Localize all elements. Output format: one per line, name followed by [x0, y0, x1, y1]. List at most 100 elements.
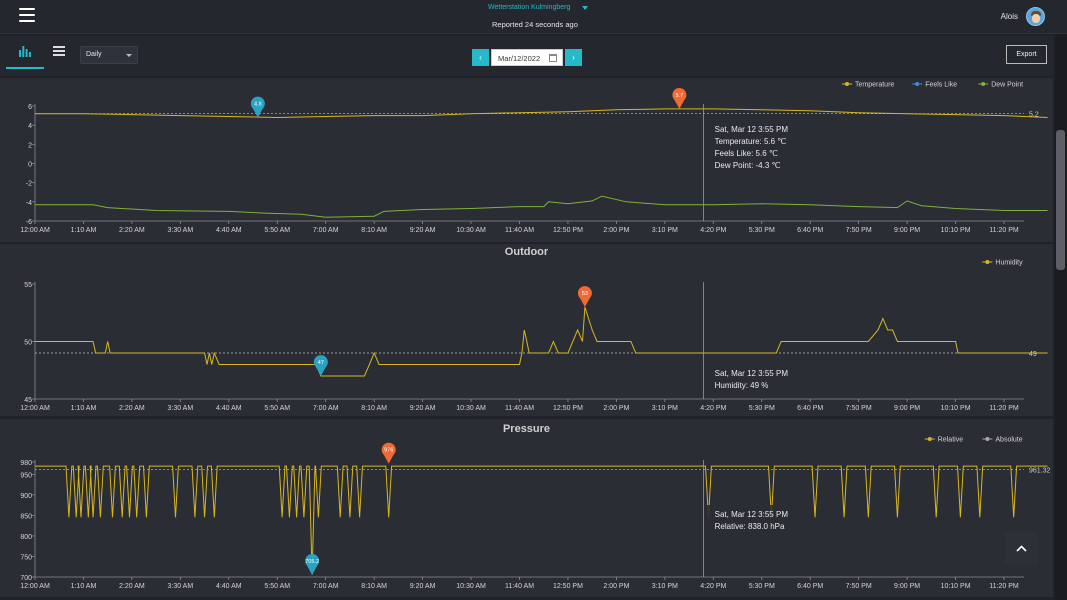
- x-tick-label: 2:20 AM: [119, 583, 145, 590]
- max-marker-label: 976: [384, 448, 393, 454]
- scrollbar-track[interactable]: [1055, 34, 1067, 600]
- x-tick-label: 11:20 PM: [989, 583, 1019, 590]
- x-tick-label: 7:00 AM: [313, 583, 339, 590]
- x-tick-label: 3:30 AM: [168, 227, 194, 234]
- x-tick-label: 11:40 AM: [505, 405, 534, 412]
- period-value: Daily: [86, 51, 102, 58]
- x-tick-label: 4:40 AM: [216, 405, 242, 412]
- x-tick-label: 9:00 PM: [894, 583, 920, 590]
- y-tick-label: 50: [24, 340, 32, 347]
- min-marker-pin: [305, 553, 320, 575]
- min-marker[interactable]: 705.2: [305, 553, 320, 575]
- date-value: Mar/12/2022: [498, 54, 541, 63]
- x-tick-label: 10:10 PM: [941, 583, 971, 590]
- x-tick-label: 1:10 AM: [71, 583, 97, 590]
- user-name[interactable]: Alois: [1000, 12, 1018, 21]
- x-tick-label: 7:50 PM: [846, 405, 872, 412]
- average-label: 49: [1029, 351, 1037, 358]
- max-marker[interactable]: 53: [577, 286, 592, 307]
- calendar-icon[interactable]: [549, 54, 557, 62]
- pressure-panel: Pressure 980 950 900 850 800 750 700 12:00 AM 1:…: [0, 419, 1053, 597]
- average-label: 961.32: [1029, 468, 1051, 475]
- tooltip-line: Feels Like: 5.6 ℃: [715, 149, 778, 158]
- y-tick-label: -6: [26, 219, 32, 226]
- x-tick-label: 3:10 PM: [652, 405, 678, 412]
- series-humidity: [35, 306, 1048, 377]
- x-tick-label: 8:10 AM: [361, 227, 387, 234]
- y-tick-label: 800: [20, 534, 32, 541]
- x-tick-label: 3:30 AM: [168, 405, 194, 412]
- x-tick-label: 4:40 AM: [216, 227, 242, 234]
- list-view-icon[interactable]: [53, 46, 65, 56]
- export-button[interactable]: Export: [1006, 45, 1047, 64]
- y-tick-label: 0: [28, 162, 32, 169]
- chevron-up-icon: [1016, 545, 1027, 552]
- x-tick-label: 12:00 AM: [20, 405, 50, 412]
- period-select[interactable]: Daily: [80, 46, 138, 64]
- x-tick-label: 7:50 PM: [846, 227, 872, 234]
- chevron-down-icon[interactable]: [582, 5, 589, 10]
- min-marker[interactable]: 47: [313, 355, 328, 376]
- x-tick-label: 8:10 AM: [361, 405, 387, 412]
- series-relative: [35, 465, 1048, 575]
- scrollbar-thumb[interactable]: [1056, 130, 1065, 270]
- next-date-button[interactable]: ›: [565, 49, 582, 66]
- menu-icon[interactable]: [19, 8, 35, 22]
- x-tick-label: 5:50 AM: [264, 405, 290, 412]
- x-tick-label: 7:00 AM: [313, 405, 339, 412]
- date-input[interactable]: Mar/12/2022: [491, 49, 563, 66]
- legend-dot: [985, 260, 990, 264]
- chart-view-tab[interactable]: [6, 36, 44, 69]
- max-marker-label: 53: [582, 291, 588, 297]
- x-tick-label: 12:50 PM: [553, 405, 583, 412]
- y-tick-label: 45: [24, 397, 32, 404]
- prev-date-button[interactable]: ‹: [472, 49, 489, 66]
- y-tick-label: 980: [20, 460, 32, 467]
- legend-label: Humidity: [995, 260, 1023, 267]
- legend-dot: [927, 437, 932, 441]
- y-tick-label: 6: [28, 104, 32, 111]
- station-name[interactable]: Wetterstation Kulmingberg: [488, 4, 571, 11]
- tooltip-line: Relative: 838.0 hPa: [715, 522, 785, 531]
- x-tick-label: 4:20 PM: [700, 227, 726, 234]
- user-menu[interactable]: Alois: [1001, 7, 1045, 26]
- tooltip-line: Sat, Mar 12 3:55 PM: [715, 369, 789, 378]
- legend-dot: [845, 82, 849, 86]
- x-tick-label: 12:50 PM: [553, 583, 583, 590]
- max-marker[interactable]: 976: [381, 442, 396, 464]
- x-tick-label: 4:20 PM: [700, 583, 726, 590]
- x-tick-label: 3:30 AM: [168, 583, 194, 590]
- temperature-chart[interactable]: 6 4 2 0 -2 -4 -612:00 AM 1:10 AM 2:20 AM 3:30 AM 4…: [0, 78, 1053, 242]
- x-tick-label: 5:30 PM: [749, 227, 775, 234]
- y-tick-label: 55: [24, 282, 32, 289]
- x-tick-label: 5:50 AM: [264, 583, 290, 590]
- x-tick-label: 5:30 PM: [749, 405, 775, 412]
- x-tick-label: 2:00 PM: [603, 227, 629, 234]
- y-tick-label: 900: [20, 493, 32, 500]
- avatar[interactable]: [1026, 7, 1045, 26]
- x-tick-label: 1:10 AM: [71, 227, 97, 234]
- toolbar: Daily ‹ Mar/12/2022 › Export: [0, 36, 1053, 76]
- min-marker[interactable]: 4.8: [250, 96, 265, 118]
- tooltip-line: Humidity: 49 %: [715, 381, 769, 390]
- y-tick-label: 4: [28, 123, 32, 130]
- y-tick-label: -4: [26, 200, 32, 207]
- x-tick-label: 4:40 AM: [216, 583, 242, 590]
- average-label: 5.2: [1029, 112, 1039, 119]
- y-tick-label: 950: [20, 472, 32, 479]
- temperature-panel: 6 4 2 0 -2 -4 -6 12:00 AM 1:10 AM 2:20 AM 3:30 AM 4…: [0, 78, 1053, 242]
- max-marker[interactable]: 5.7: [672, 87, 687, 109]
- x-tick-label: 5:30 PM: [749, 583, 775, 590]
- legend-label: Dew Point: [991, 82, 1023, 89]
- x-tick-label: 2:00 PM: [603, 405, 629, 412]
- station-selector[interactable]: Wetterstation Kulmingberg: [488, 4, 589, 11]
- x-tick-label: 1:10 AM: [71, 405, 97, 412]
- x-tick-label: 10:10 PM: [941, 405, 971, 412]
- tooltip-line: Sat, Mar 12 3:55 PM: [715, 510, 789, 519]
- reported-status: Reported 24 seconds ago: [492, 20, 578, 29]
- x-tick-label: 8:10 AM: [361, 583, 387, 590]
- back-to-top-button[interactable]: [1005, 532, 1038, 565]
- y-tick-label: 750: [20, 554, 32, 561]
